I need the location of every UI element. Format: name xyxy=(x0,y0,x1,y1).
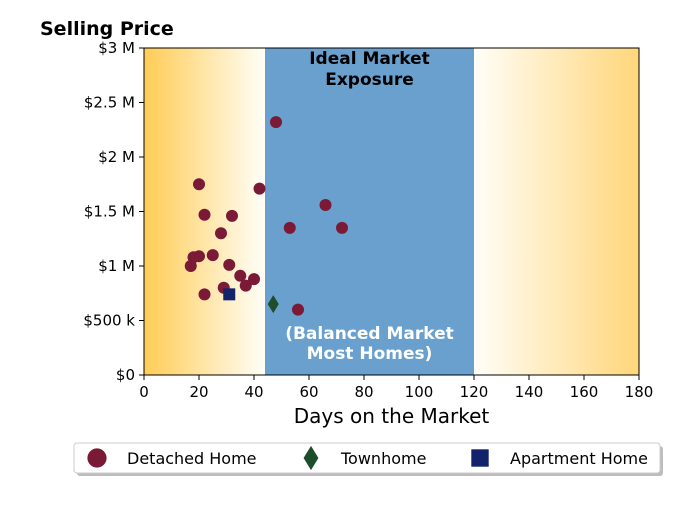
x-tick-label: 100 xyxy=(405,383,434,401)
legend-townhome-label: Townhome xyxy=(340,449,426,468)
legend: Detached Home Townhome Apartment Home xyxy=(73,442,663,476)
slow-zone-background-right xyxy=(474,48,639,375)
detached-home-point xyxy=(270,116,282,129)
x-tick-label: 60 xyxy=(299,383,318,401)
detached-home-point xyxy=(283,221,296,234)
band-label-bottom-line-1: (Balanced Market xyxy=(285,324,454,344)
detached-home-point xyxy=(239,279,252,292)
y-tick-label: $1.5 M xyxy=(84,203,135,221)
townhome-point xyxy=(267,295,279,314)
detached-home-point xyxy=(336,221,348,234)
x-axis-title: Days on the Market xyxy=(294,404,490,428)
apartment-home-point xyxy=(223,288,236,301)
detached-home-point xyxy=(198,288,211,301)
detached-home-point xyxy=(198,208,211,221)
detached-home-point xyxy=(226,209,238,222)
band-label-bottom-line-2: Most Homes) xyxy=(307,344,433,364)
x-tick-label: 140 xyxy=(515,383,544,401)
detached-home-point xyxy=(248,273,260,286)
y-axis: $0 $500 k $1 M $1.5 M $2 M $2.5 M $3 M xyxy=(83,39,144,384)
y-tick-label: $2 M xyxy=(98,148,135,166)
detached-home-point xyxy=(223,258,236,271)
legend-apartment-home-marker xyxy=(471,449,489,467)
y-tick-label: $500 k xyxy=(83,312,135,330)
data-points xyxy=(184,116,348,316)
legend-townhome-marker xyxy=(303,445,319,471)
x-tick-label: 80 xyxy=(354,383,373,401)
detached-home-point xyxy=(234,269,247,282)
detached-home-point xyxy=(292,303,304,316)
x-tick-label: 20 xyxy=(189,383,208,401)
x-tick-label: 40 xyxy=(244,383,263,401)
detached-home-point xyxy=(206,249,219,262)
legend-detached-home-label: Detached Home xyxy=(127,449,257,468)
ideal-exposure-band xyxy=(265,48,474,375)
x-axis: 0 20 40 60 80 100 120 140 160 180 xyxy=(139,375,653,401)
detached-home-point xyxy=(319,198,332,211)
y-tick-label: $3 M xyxy=(98,39,135,57)
x-tick-label: 0 xyxy=(139,383,149,401)
legend-apartment-home-label: Apartment Home xyxy=(510,449,648,468)
x-tick-label: 180 xyxy=(625,383,654,401)
detached-home-point xyxy=(193,178,205,191)
legend-box xyxy=(73,442,661,474)
x-tick-label: 120 xyxy=(460,383,489,401)
legend-detached-home-marker xyxy=(87,448,107,468)
detached-home-point xyxy=(193,250,205,263)
y-tick-label: $0 xyxy=(116,366,135,384)
band-label-top-line-2: Exposure xyxy=(325,70,414,90)
y-tick-label: $2.5 M xyxy=(84,94,135,112)
detached-home-point xyxy=(253,182,266,195)
y-axis-title: Selling Price xyxy=(40,18,174,40)
y-tick-label: $1 M xyxy=(98,257,135,275)
band-label-top-line-1: Ideal Market xyxy=(309,49,430,69)
x-tick-label: 160 xyxy=(570,383,599,401)
detached-home-point xyxy=(215,227,227,240)
